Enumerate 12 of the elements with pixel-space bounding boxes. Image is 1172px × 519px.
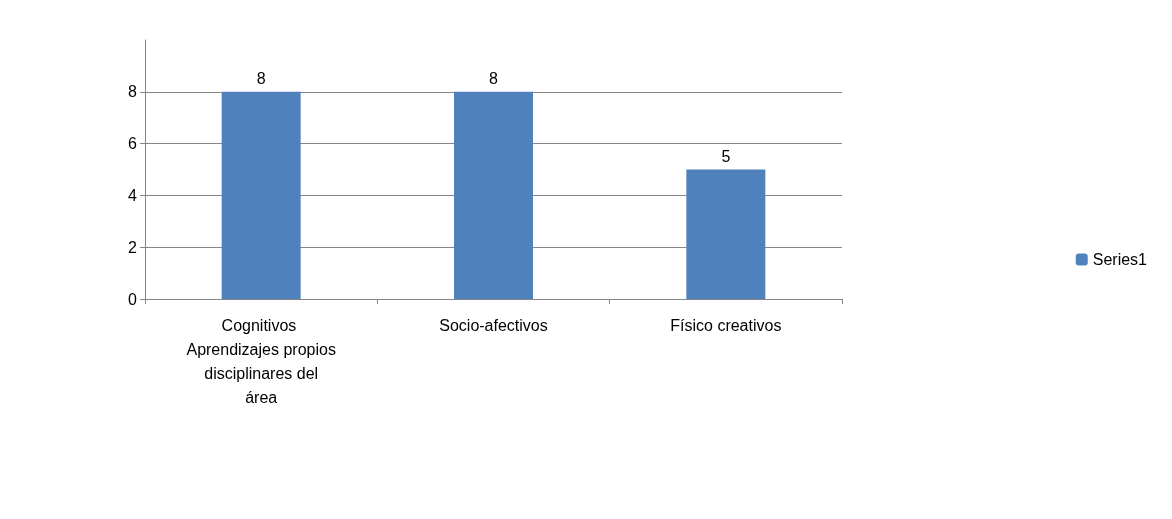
y-tick-label: 2 bbox=[128, 238, 138, 256]
x-tick-label: Socio-afectivos bbox=[439, 316, 548, 334]
data-label: 5 bbox=[721, 148, 731, 165]
data-label: 8 bbox=[256, 70, 266, 88]
x-tick-label: Físico creativos bbox=[670, 316, 782, 334]
y-tick-label: 4 bbox=[128, 186, 138, 204]
x-tick-label: Cognitivos Aprendizajes propios disciplinares del área bbox=[186, 316, 336, 406]
legend-label: Series1 bbox=[1092, 251, 1148, 268]
y-tick-label: 0 bbox=[128, 290, 138, 308]
data-label: 8 bbox=[489, 70, 499, 88]
y-tick-label: 8 bbox=[128, 83, 138, 101]
y-tick-label: 6 bbox=[128, 135, 138, 153]
